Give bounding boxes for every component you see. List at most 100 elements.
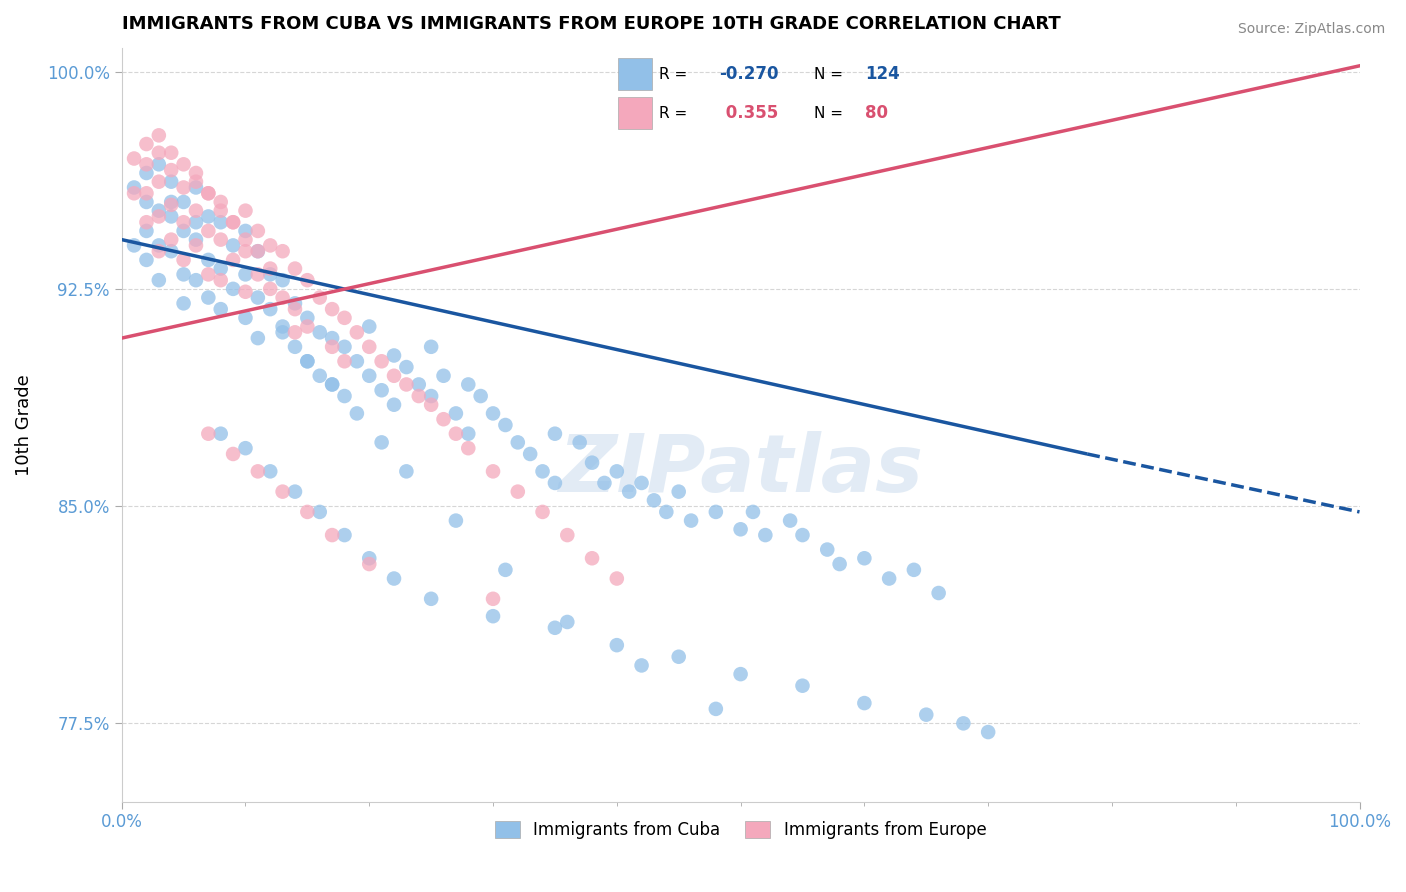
Point xyxy=(977,725,1000,739)
Point xyxy=(655,505,678,519)
Point xyxy=(506,484,529,499)
Point xyxy=(606,572,628,586)
Point xyxy=(148,128,170,143)
Point xyxy=(160,145,183,160)
Point xyxy=(160,233,183,247)
Point xyxy=(370,435,392,450)
Point xyxy=(903,563,925,577)
Point xyxy=(370,383,392,397)
Point xyxy=(222,447,245,461)
Point xyxy=(259,238,281,252)
Point xyxy=(382,349,405,363)
Point xyxy=(681,514,703,528)
Point xyxy=(235,203,257,218)
Point xyxy=(271,244,294,259)
Point xyxy=(222,252,245,267)
Point xyxy=(246,291,269,305)
Point xyxy=(209,233,232,247)
Point xyxy=(222,215,245,229)
Point xyxy=(184,180,207,194)
Point xyxy=(209,203,232,218)
Point xyxy=(359,340,381,354)
Point xyxy=(494,563,516,577)
Point xyxy=(297,273,319,287)
Point xyxy=(122,152,145,166)
Point xyxy=(246,331,269,345)
Point xyxy=(148,145,170,160)
Point xyxy=(184,175,207,189)
Point xyxy=(457,377,479,392)
Point xyxy=(395,360,418,375)
Point xyxy=(581,551,603,566)
Point xyxy=(235,310,257,325)
Point xyxy=(209,261,232,276)
Point xyxy=(259,464,281,478)
Point xyxy=(148,203,170,218)
Point xyxy=(704,505,727,519)
Point xyxy=(197,252,219,267)
Point xyxy=(333,340,356,354)
Point xyxy=(235,441,257,455)
Point xyxy=(173,224,195,238)
Point xyxy=(297,310,319,325)
Point xyxy=(160,198,183,212)
Point xyxy=(235,224,257,238)
Point xyxy=(148,175,170,189)
Point xyxy=(222,238,245,252)
Point xyxy=(173,252,195,267)
Point xyxy=(321,377,343,392)
Point xyxy=(173,180,195,194)
Point xyxy=(457,441,479,455)
Point xyxy=(135,157,157,171)
Point xyxy=(209,273,232,287)
Point xyxy=(555,528,578,542)
Point xyxy=(333,310,356,325)
Point xyxy=(308,326,330,340)
Point xyxy=(184,166,207,180)
Point xyxy=(148,244,170,259)
Point xyxy=(606,638,628,652)
Point xyxy=(235,268,257,282)
Point xyxy=(432,412,454,426)
Point xyxy=(704,702,727,716)
Point xyxy=(444,514,467,528)
Point xyxy=(359,551,381,566)
Point xyxy=(482,406,505,420)
Point xyxy=(915,707,938,722)
Point xyxy=(853,551,876,566)
Point xyxy=(184,203,207,218)
Point xyxy=(346,406,368,420)
Point xyxy=(284,340,307,354)
Point xyxy=(952,716,974,731)
Text: 124: 124 xyxy=(865,65,900,83)
Point xyxy=(209,215,232,229)
Point xyxy=(197,210,219,224)
Point xyxy=(333,528,356,542)
Point xyxy=(184,233,207,247)
Point xyxy=(828,557,851,571)
Point xyxy=(593,475,616,490)
Point xyxy=(246,464,269,478)
Point xyxy=(754,528,776,542)
Point xyxy=(209,194,232,209)
Point xyxy=(470,389,492,403)
Point xyxy=(160,210,183,224)
Point xyxy=(359,368,381,383)
Point xyxy=(877,572,900,586)
Point xyxy=(284,302,307,317)
Point xyxy=(359,319,381,334)
Bar xyxy=(619,97,652,129)
Point xyxy=(482,464,505,478)
Point xyxy=(792,528,814,542)
Point xyxy=(457,426,479,441)
Point xyxy=(246,244,269,259)
Point xyxy=(246,224,269,238)
Point xyxy=(346,326,368,340)
Text: 0.355: 0.355 xyxy=(720,104,778,122)
Point xyxy=(333,354,356,368)
Point xyxy=(246,268,269,282)
Point xyxy=(531,505,554,519)
Point xyxy=(160,163,183,178)
Point xyxy=(184,238,207,252)
Point xyxy=(197,426,219,441)
